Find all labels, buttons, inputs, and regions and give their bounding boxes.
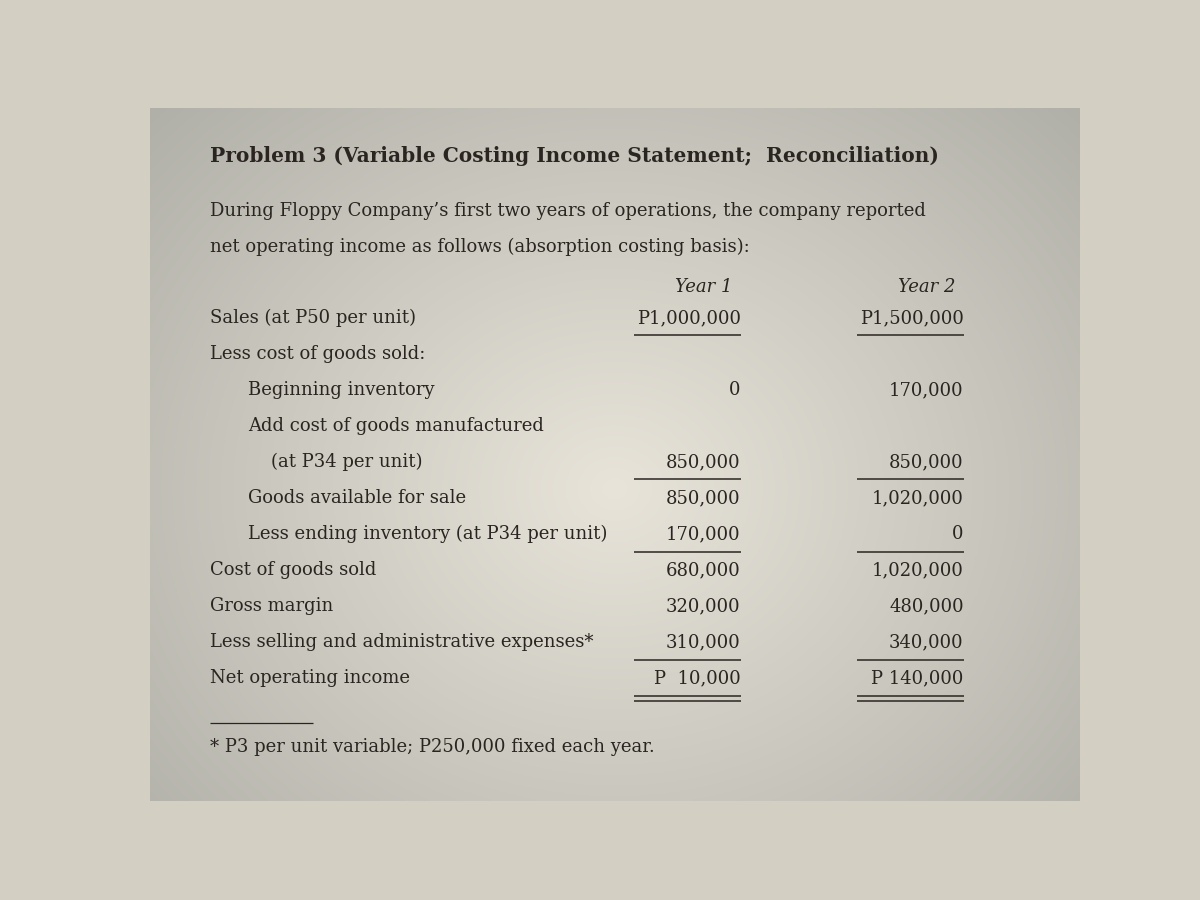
Text: 850,000: 850,000 [666, 453, 740, 471]
Text: During Floppy Company’s first two years of operations, the company reported: During Floppy Company’s first two years … [210, 202, 926, 220]
Text: 1,020,000: 1,020,000 [872, 490, 964, 508]
Text: 320,000: 320,000 [666, 598, 740, 616]
Text: Problem 3 (Variable Costing Income Statement;  Reconciliation): Problem 3 (Variable Costing Income State… [210, 146, 940, 166]
Text: Less cost of goods sold:: Less cost of goods sold: [210, 345, 426, 363]
Text: Cost of goods sold: Cost of goods sold [210, 562, 377, 580]
Text: 170,000: 170,000 [666, 526, 740, 544]
Text: Add cost of goods manufactured: Add cost of goods manufactured [247, 417, 544, 435]
Text: 480,000: 480,000 [889, 598, 964, 616]
Text: (at P34 per unit): (at P34 per unit) [271, 453, 422, 472]
Text: Beginning inventory: Beginning inventory [247, 381, 434, 399]
Text: Gross margin: Gross margin [210, 598, 334, 616]
Text: 850,000: 850,000 [889, 453, 964, 471]
Text: P1,500,000: P1,500,000 [860, 309, 964, 327]
Text: 680,000: 680,000 [666, 562, 740, 580]
Text: 310,000: 310,000 [666, 634, 740, 652]
Text: Year 2: Year 2 [898, 278, 955, 296]
Text: P1,000,000: P1,000,000 [636, 309, 740, 327]
Text: * P3 per unit variable; P250,000 fixed each year.: * P3 per unit variable; P250,000 fixed e… [210, 738, 655, 756]
Text: Year 1: Year 1 [674, 278, 732, 296]
Text: Sales (at P50 per unit): Sales (at P50 per unit) [210, 309, 416, 328]
Text: Goods available for sale: Goods available for sale [247, 490, 466, 508]
Text: Less selling and administrative expenses*: Less selling and administrative expenses… [210, 634, 594, 652]
Text: net operating income as follows (absorption costing basis):: net operating income as follows (absorpt… [210, 238, 750, 256]
Text: 1,020,000: 1,020,000 [872, 562, 964, 580]
Text: 0: 0 [953, 526, 964, 544]
Text: Net operating income: Net operating income [210, 670, 410, 688]
Text: P  10,000: P 10,000 [654, 670, 740, 688]
Text: 170,000: 170,000 [889, 381, 964, 399]
Text: 850,000: 850,000 [666, 490, 740, 508]
Text: P 140,000: P 140,000 [871, 670, 964, 688]
Text: Less ending inventory (at P34 per unit): Less ending inventory (at P34 per unit) [247, 526, 607, 544]
Text: 0: 0 [730, 381, 740, 399]
Text: 340,000: 340,000 [889, 634, 964, 652]
